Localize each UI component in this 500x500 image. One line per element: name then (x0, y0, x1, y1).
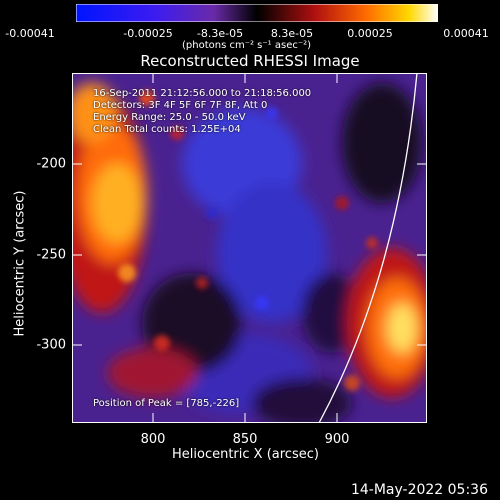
colorbar (76, 4, 438, 22)
timestamp: 14-May-2022 05:36 (350, 482, 488, 498)
detectors-label: Detectors: 3F 4F 5F 6F 7F 8F, Att 0 (93, 100, 268, 111)
energy-range-label: Energy Range: 25.0 - 50.0 keV (93, 112, 246, 123)
x-axis-label: Heliocentric X (arcsec) (172, 447, 319, 462)
colorbar-tick-label: 0.00025 (347, 27, 393, 40)
colorbar-tick-label: 8.3e-05 (270, 27, 314, 40)
colorbar-tick-label: 0.00041 (443, 27, 489, 40)
colorbar-units-label: (photons cm⁻² s⁻¹ asec⁻²) (182, 40, 312, 51)
colorbar-tick-label: -8.3e-05 (196, 27, 244, 40)
plot-title: Reconstructed RHESSI Image (140, 52, 360, 70)
x-tick-label: 800 (140, 432, 166, 447)
x-tick-label: 850 (232, 432, 258, 447)
colorbar-tick-label: -0.00025 (123, 27, 173, 40)
rhessi-image (72, 73, 427, 423)
y-tick-label: -300 (36, 337, 66, 353)
clean-counts-label: Clean Total counts: 1.25E+04 (93, 124, 241, 135)
x-tick-label: 900 (324, 432, 350, 447)
colorbar-tick-label: -0.00041 (5, 27, 55, 40)
peak-position-label: Position of Peak = [785,-226] (93, 398, 240, 409)
y-tick-label: -200 (36, 156, 66, 172)
time-range-label: 16-Sep-2011 21:12:56.000 to 21:18:56.000 (93, 88, 312, 99)
y-tick-label: -250 (36, 247, 66, 263)
y-axis-label: Heliocentric Y (arcsec) (12, 190, 28, 337)
